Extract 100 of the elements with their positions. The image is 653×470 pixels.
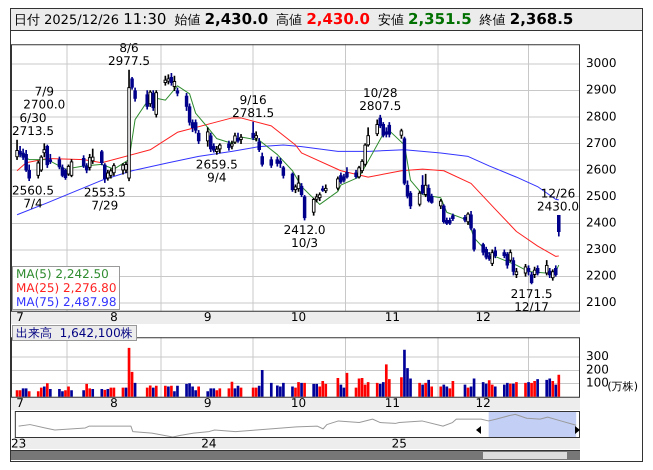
bar [439,386,442,397]
candlestick [218,143,222,154]
bar [548,378,552,397]
bar [527,382,530,397]
bar [503,384,506,397]
candlestick [164,76,168,86]
y-tick-label: 200 [586,362,609,376]
bar [536,379,539,397]
x-tick-label: 11 [384,310,400,324]
bar [554,384,558,397]
candlestick [493,246,498,258]
candlestick [239,134,243,144]
bar [188,383,191,397]
candlestick [532,266,536,278]
bar [106,389,110,397]
bar [185,384,188,397]
annotation: 10/28 2807.5 [359,86,402,114]
candlestick [127,70,131,182]
candlestick [512,257,516,276]
bar [164,386,167,397]
bar [300,382,303,397]
bar [297,382,300,397]
bar [494,386,497,397]
candlestick [345,167,349,178]
y-tick-label: 2900 [586,82,617,97]
bar [282,382,285,397]
y-tick-label: 2700 [586,136,617,150]
x-tick-label: 23 [10,436,26,450]
y-tick-label: 100 [586,376,609,390]
bar [530,382,533,397]
annotation: 2659.5 9/4 [196,157,238,184]
text: 日付 2025/12/26 11:30 [14,10,166,28]
y-tick-label: 2600 [586,162,617,176]
bar [488,380,491,397]
bar [276,385,279,397]
bar [42,386,46,397]
bar [254,388,258,397]
bar [49,389,52,397]
bar [303,382,306,397]
bar [40,388,43,397]
annotation: 2171.5 12/17 [510,286,553,314]
annotation: 9/16 2781.5 [232,93,274,120]
bar [67,386,70,397]
bar [279,386,282,397]
bar [346,372,348,397]
bar [154,386,158,397]
x-tick-label: 8 [110,310,118,324]
candlestick [400,128,404,139]
candlestick [451,214,455,221]
candlestick [172,76,176,91]
bar [176,386,179,397]
candlestick [269,156,274,168]
candlestick [536,265,540,276]
x-tick-label: 11 [384,396,400,410]
bar [515,382,518,397]
bar [466,388,470,397]
bar [112,388,116,397]
y-tick-label: 2400 [586,215,617,230]
bar [16,390,18,397]
annotation: 2560.5 7/4 [12,184,54,211]
bar [110,388,112,397]
bar [366,382,370,397]
bar [212,388,216,397]
candlestick [121,163,125,175]
bar [382,382,385,397]
bar [146,388,149,397]
bar [452,380,454,397]
bar [58,389,61,397]
bar [191,386,194,397]
text: 安値 2,351.5 [378,10,472,28]
y-tick-label: 2300 [586,242,617,256]
bar [24,388,28,397]
candlestick [154,90,158,118]
bar [234,388,236,397]
candlestick [106,170,110,181]
bar [148,385,152,397]
bar [22,388,24,397]
bar [167,386,170,397]
bar [218,388,222,397]
bar [270,382,273,397]
text: 終値 2,368.5 [480,10,574,28]
bar [358,378,360,397]
candlestick [418,191,422,206]
candlestick [490,249,494,266]
text: 始値 2,430.0 [174,10,268,28]
y-tick-label: 2200 [586,268,617,282]
bar [260,370,264,397]
y-tick-label: 2800 [586,109,617,124]
bar [524,382,527,397]
bar [64,390,67,397]
x-tick-label: 10 [290,310,306,324]
bar [340,384,342,397]
bar [400,377,403,397]
bar [194,390,197,397]
candlestick [426,184,430,202]
bar [88,388,92,397]
bar [122,388,124,397]
text: 高値 2,430.0 [276,10,370,28]
x-tick-label: 12 [476,310,491,324]
candlestick [448,218,452,225]
